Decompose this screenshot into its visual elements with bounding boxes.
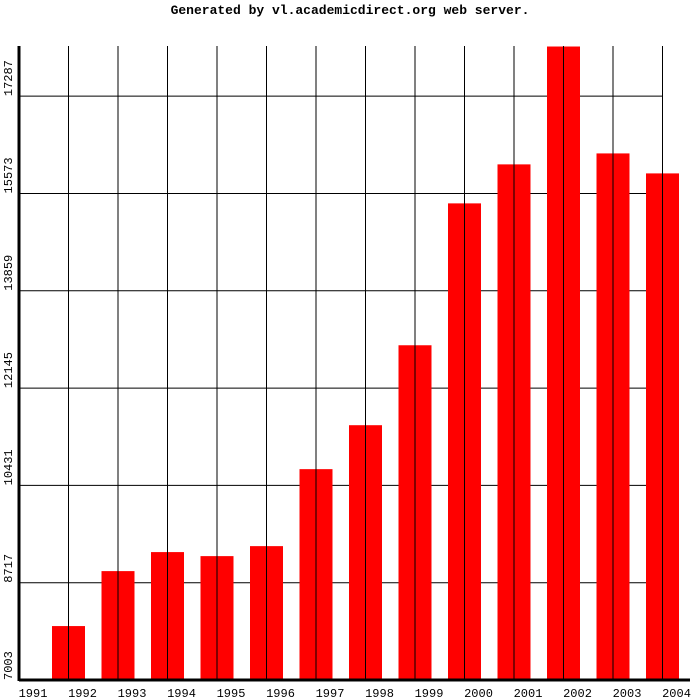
x-tick-label: 2000 [464,687,493,700]
y-tick-label: 15573 [2,157,16,193]
x-tick-label: 1996 [266,687,295,700]
x-tick-label: 2003 [613,687,642,700]
x-tick-label: 2002 [563,687,592,700]
x-tick-label: 1995 [217,687,246,700]
x-tick-label: 1999 [415,687,444,700]
y-tick-label: 10431 [2,449,16,485]
x-tick-label: 1991 [19,687,48,700]
x-tick-label: 1998 [365,687,394,700]
y-tick-label: 17287 [2,60,16,96]
x-tick-label: 2001 [514,687,543,700]
chart-title: Generated by vl.academicdirect.org web s… [171,3,530,18]
y-tick-label: 12145 [2,352,16,388]
x-tick-label: 1992 [68,687,97,700]
x-tick-label: 1997 [316,687,345,700]
x-tick-label: 2004 [662,687,691,700]
x-tick-label: 1993 [118,687,147,700]
y-tick-label: 13859 [2,255,16,291]
y-tick-label: 7003 [2,651,16,680]
y-tick-label: 8717 [2,554,16,583]
x-tick-label: 1994 [167,687,196,700]
